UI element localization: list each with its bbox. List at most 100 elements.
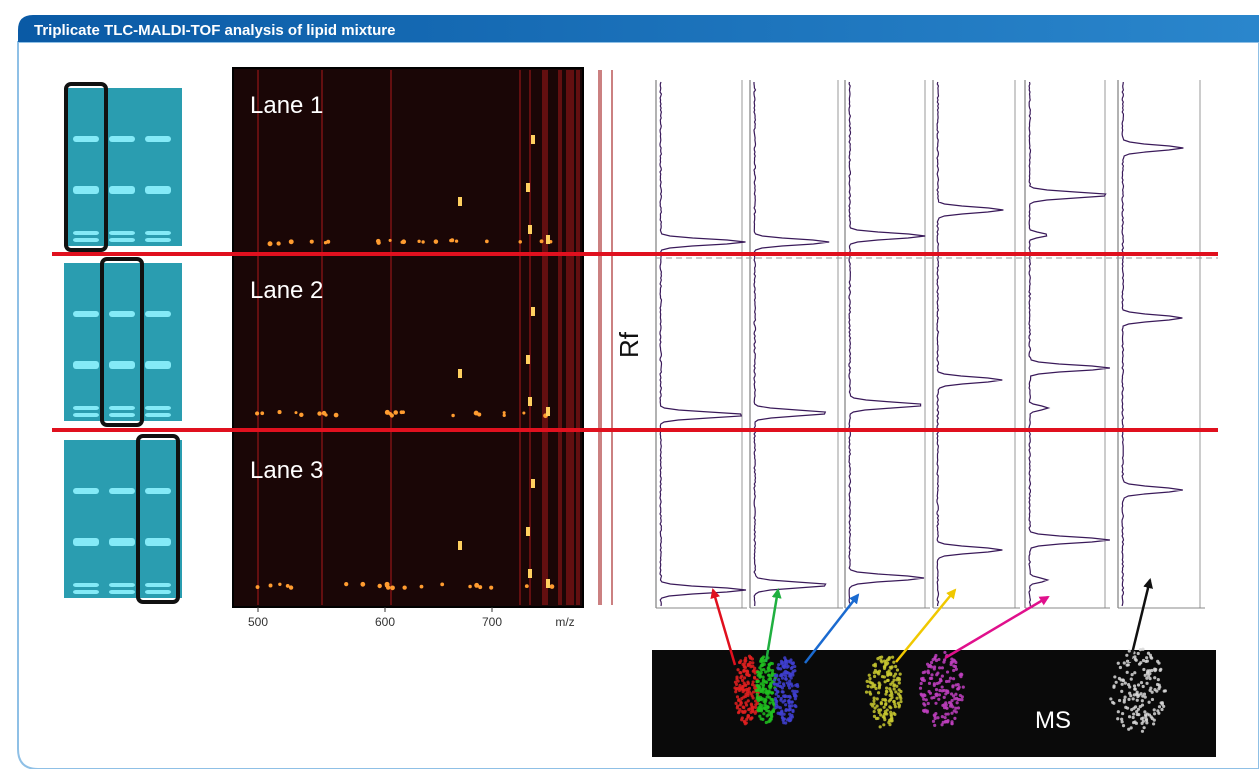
spot <box>781 676 784 679</box>
spot <box>930 673 933 676</box>
ms-label: MS <box>1035 707 1071 734</box>
spot <box>1117 662 1120 665</box>
spot <box>923 670 926 673</box>
spot <box>1128 685 1131 688</box>
spot <box>1144 715 1147 718</box>
spot <box>754 703 757 706</box>
signal <box>478 585 482 589</box>
spot <box>928 682 931 685</box>
spot <box>790 667 793 670</box>
spot <box>941 704 944 707</box>
spot <box>892 684 895 687</box>
signal <box>468 585 472 589</box>
spot <box>895 697 898 700</box>
spot <box>899 700 902 703</box>
arrow <box>945 597 1048 658</box>
spot <box>1141 704 1144 707</box>
spot <box>756 688 759 691</box>
spot <box>741 663 744 666</box>
spot <box>774 688 777 691</box>
spot <box>771 700 774 703</box>
spectrum <box>937 82 1003 606</box>
spot <box>793 665 796 668</box>
spot <box>1145 721 1148 724</box>
band <box>109 361 135 369</box>
spot <box>927 671 930 674</box>
x-tick-label: 500 <box>248 615 268 629</box>
spot <box>791 689 794 692</box>
spot <box>1126 671 1129 674</box>
signal <box>268 241 273 246</box>
spot <box>880 660 883 663</box>
spot <box>775 675 778 678</box>
signal <box>278 410 282 414</box>
spot <box>773 678 776 681</box>
spot <box>1162 705 1165 708</box>
spot <box>888 672 891 675</box>
spot <box>1119 666 1122 669</box>
signal <box>528 569 532 578</box>
spot <box>1153 676 1156 679</box>
spot <box>1134 705 1137 708</box>
x-tick-label: 700 <box>482 615 502 629</box>
band <box>145 238 171 242</box>
spot <box>898 694 901 697</box>
spot <box>784 721 787 724</box>
band <box>109 186 135 194</box>
signal <box>402 585 406 589</box>
header-title: Triplicate TLC-MALDI-TOF analysis of lip… <box>34 22 395 39</box>
spot <box>950 703 953 706</box>
spot <box>1145 656 1148 659</box>
spot <box>784 660 787 663</box>
spot <box>776 683 779 686</box>
spot <box>751 665 754 668</box>
spot <box>736 695 739 698</box>
signal <box>260 411 264 415</box>
spectrum <box>1122 82 1183 606</box>
spot <box>1141 699 1144 702</box>
spot <box>946 670 949 673</box>
spot <box>926 663 929 666</box>
spot <box>1133 687 1136 690</box>
signal <box>390 585 395 590</box>
signal <box>386 585 390 589</box>
spot <box>923 679 926 682</box>
band <box>109 231 135 235</box>
spot <box>744 710 747 713</box>
spot <box>870 703 873 706</box>
spot <box>1141 648 1144 651</box>
signal <box>522 412 525 415</box>
signal <box>360 582 365 587</box>
spot <box>865 691 868 694</box>
spot <box>749 661 752 664</box>
spot <box>752 680 755 683</box>
spot <box>777 667 780 670</box>
signal <box>390 413 394 417</box>
spot <box>1115 681 1118 684</box>
spot <box>962 686 965 689</box>
spot <box>933 714 936 717</box>
spot <box>1120 718 1123 721</box>
spot <box>757 680 760 683</box>
spot <box>1130 678 1133 681</box>
spot <box>1142 716 1145 719</box>
spot <box>791 715 794 718</box>
signal <box>440 582 444 586</box>
spot <box>898 681 901 684</box>
spot <box>733 686 736 689</box>
x-tick-label: 600 <box>375 615 395 629</box>
spot <box>777 663 780 666</box>
band <box>109 538 135 546</box>
spot <box>933 684 936 687</box>
signal <box>401 239 406 244</box>
signal <box>255 411 259 415</box>
spot <box>956 701 959 704</box>
spot <box>894 672 897 675</box>
streak <box>390 70 392 605</box>
figure: Triplicate TLC-MALDI-TOF analysis of lip… <box>0 0 1259 769</box>
spot <box>766 695 769 698</box>
signal <box>310 240 314 244</box>
spot <box>756 693 759 696</box>
spot <box>737 711 740 714</box>
spot <box>771 672 774 675</box>
